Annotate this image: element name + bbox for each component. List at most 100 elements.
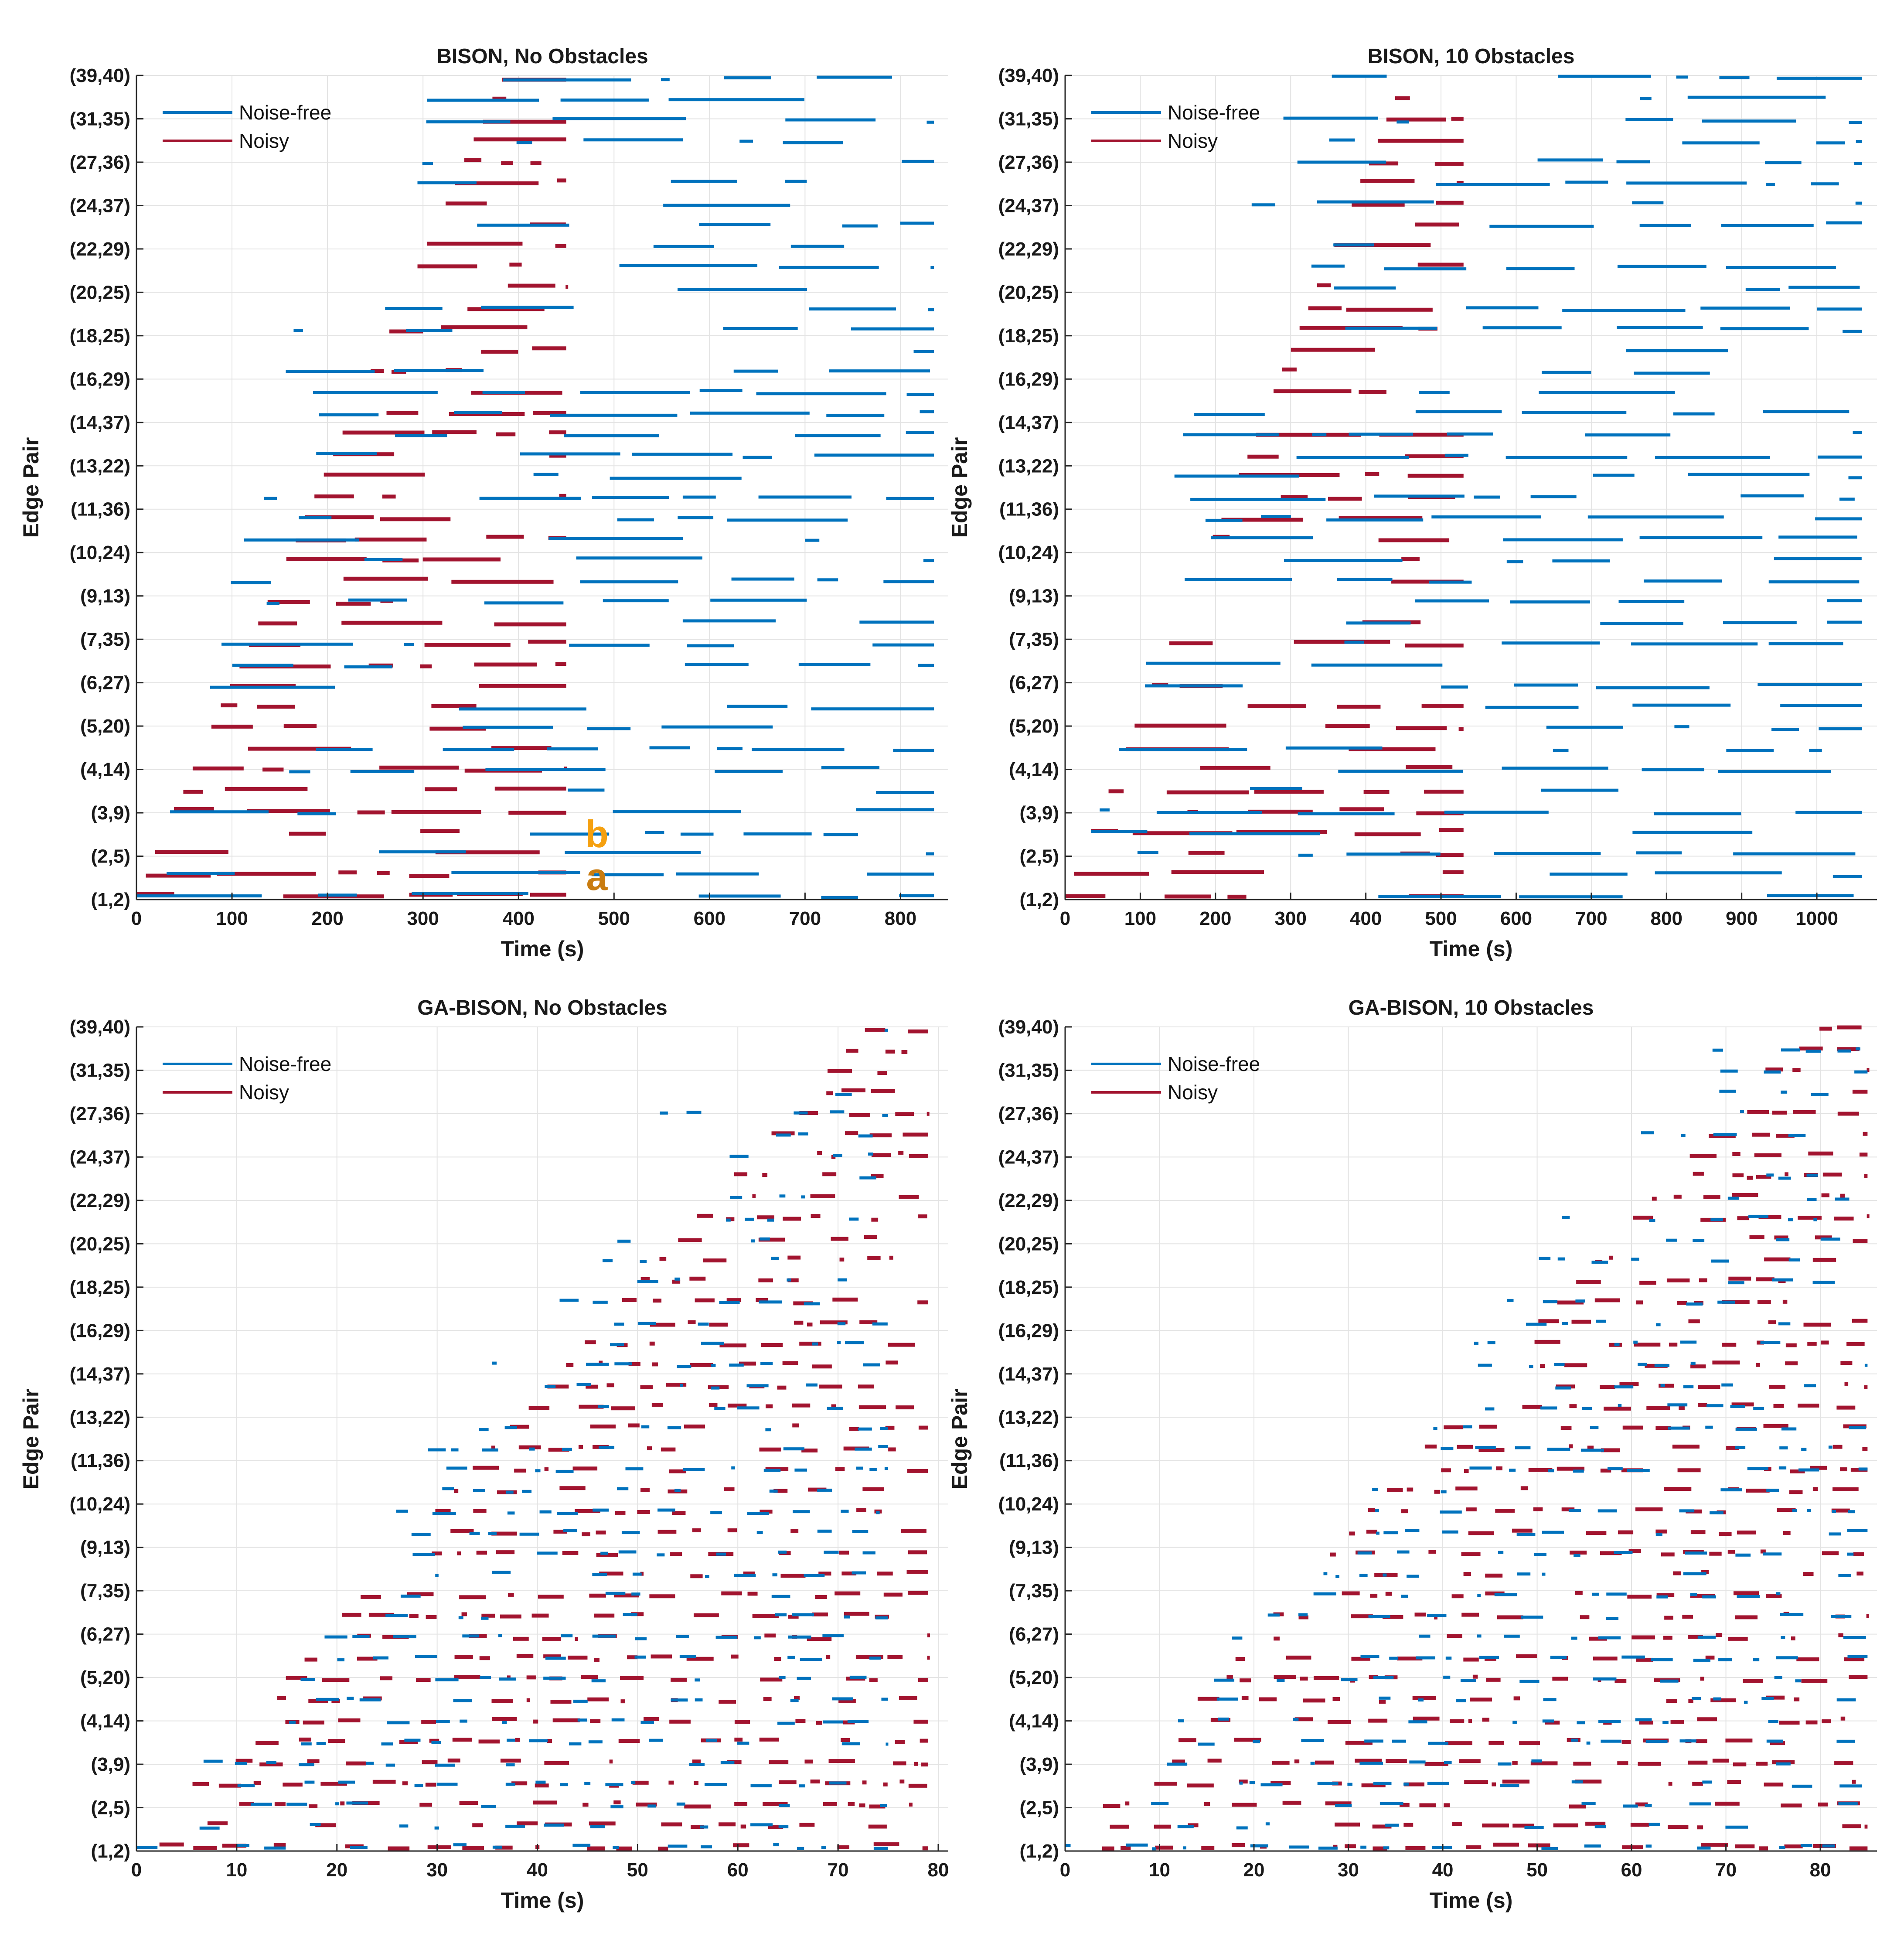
noisy-segment — [496, 1550, 515, 1555]
y-tick-label: (7,35) — [1009, 629, 1059, 650]
noisy-segment — [533, 1800, 557, 1805]
noise-free-segment — [364, 558, 403, 561]
noise-free-segment — [668, 98, 804, 102]
noisy-segment — [1479, 1425, 1498, 1429]
noise-free-segment — [794, 1111, 808, 1115]
noise-free-segment — [1323, 1572, 1328, 1575]
noisy-segment — [927, 1633, 930, 1638]
y-tick-label: (27,36) — [70, 152, 130, 173]
noise-free-segment — [1820, 1238, 1840, 1241]
noise-free-segment — [505, 1783, 515, 1786]
noisy-segment — [1274, 1675, 1296, 1679]
noise-free-segment — [729, 1155, 749, 1158]
noisy-segment — [435, 1509, 451, 1514]
noisy-segment — [782, 1361, 798, 1365]
noisy-segment — [766, 1404, 773, 1408]
noise-free-segment — [1574, 1554, 1580, 1558]
noise-free-segment — [348, 598, 407, 602]
noisy-segment — [1569, 1804, 1586, 1809]
noise-free-segment — [618, 1550, 637, 1554]
noise-free-segment — [385, 1614, 408, 1617]
noise-free-segment — [1781, 1091, 1788, 1094]
noisy-segment — [1401, 1509, 1408, 1514]
noisy-segment — [451, 580, 554, 584]
noisy-segment — [481, 1613, 495, 1618]
noisy-segment — [283, 724, 317, 728]
legend-label-noise-free: Noise-free — [1168, 101, 1260, 124]
noisy-segment — [790, 1529, 799, 1533]
noisy-segment — [831, 1404, 836, 1408]
noisy-segment — [559, 1486, 586, 1490]
noise-free-segment — [394, 368, 484, 372]
y-tick-label: (10,24) — [998, 1493, 1059, 1515]
noise-free-segment — [1554, 1363, 1565, 1366]
noisy-segment — [1464, 1780, 1488, 1784]
noisy-segment — [1282, 1800, 1301, 1805]
noise-free-segment — [1673, 412, 1715, 416]
noisy-segment — [1765, 1067, 1783, 1072]
noisy-segment — [671, 1511, 686, 1515]
noise-free-segment — [1723, 621, 1797, 624]
noise-free-segment — [1697, 1846, 1711, 1850]
noise-free-segment — [750, 1823, 773, 1827]
noisy-segment — [1673, 1194, 1682, 1199]
noise-free-segment — [1214, 1678, 1235, 1682]
noise-free-segment — [859, 1176, 876, 1180]
noisy-segment — [1697, 1825, 1703, 1830]
y-tick-label: (13,22) — [998, 1407, 1059, 1428]
noisy-segment — [758, 1238, 785, 1242]
noisy-segment — [859, 1320, 878, 1324]
noisy-segment — [1819, 1026, 1832, 1031]
noisy-segment — [1792, 1068, 1801, 1072]
noisy-segment — [747, 1592, 758, 1596]
noise-free-segment — [701, 1845, 712, 1848]
noise-free-segment — [436, 1783, 458, 1786]
noise-free-segment — [610, 1805, 623, 1809]
noisy-segment — [690, 1574, 703, 1578]
noise-free-segment — [1728, 1281, 1744, 1285]
y-tick-label: (16,29) — [70, 1320, 130, 1341]
noise-free-segment — [737, 1742, 749, 1745]
noise-free-segment — [1250, 1844, 1268, 1848]
noise-free-segment — [699, 389, 743, 392]
noisy-segment — [575, 1509, 600, 1513]
data-marks — [1065, 1025, 1870, 1851]
noise-free-segment — [1700, 307, 1790, 310]
noise-free-segment — [1858, 1467, 1868, 1471]
noise-free-segment — [1748, 1214, 1768, 1218]
noisy-segment — [371, 369, 384, 373]
noise-free-segment — [1539, 1257, 1551, 1260]
noisy-segment — [322, 1678, 350, 1682]
noise-free-segment — [1360, 1655, 1379, 1658]
noise-free-segment — [845, 1341, 864, 1344]
noise-free-segment — [674, 1277, 681, 1281]
noise-free-segment — [1788, 1258, 1800, 1261]
y-tick-label: (6,27) — [1009, 1624, 1059, 1645]
noise-free-segment — [426, 120, 511, 124]
noise-free-segment — [1813, 1218, 1817, 1221]
noise-free-segment — [1427, 1614, 1447, 1617]
noisy-segment — [289, 832, 326, 836]
noisy-segment — [614, 1593, 639, 1598]
noisy-segment — [606, 1383, 614, 1388]
noise-free-segment — [837, 1341, 841, 1344]
noisy-segment — [1335, 1822, 1360, 1827]
noise-free-segment — [1725, 1825, 1748, 1829]
noisy-segment — [1240, 1678, 1251, 1683]
noisy-segment — [1677, 1468, 1701, 1473]
noise-free-segment — [1781, 1048, 1800, 1052]
noisy-segment — [1693, 1172, 1704, 1176]
noisy-segment — [1466, 1507, 1477, 1512]
noise-free-segment — [411, 1533, 431, 1536]
noise-free-segment — [1683, 1385, 1694, 1388]
noise-free-segment — [1593, 474, 1635, 477]
noisy-segment — [896, 1405, 914, 1410]
legend-label-noisy: Noisy — [239, 130, 289, 152]
noise-free-segment — [631, 1592, 640, 1596]
noise-free-segment — [1510, 600, 1590, 603]
x-tick-label: 100 — [216, 908, 248, 929]
noisy-segment — [1485, 1573, 1503, 1578]
noise-free-segment — [1534, 1553, 1546, 1556]
noisy-segment — [518, 1445, 541, 1449]
noisy-segment — [1679, 1406, 1685, 1410]
